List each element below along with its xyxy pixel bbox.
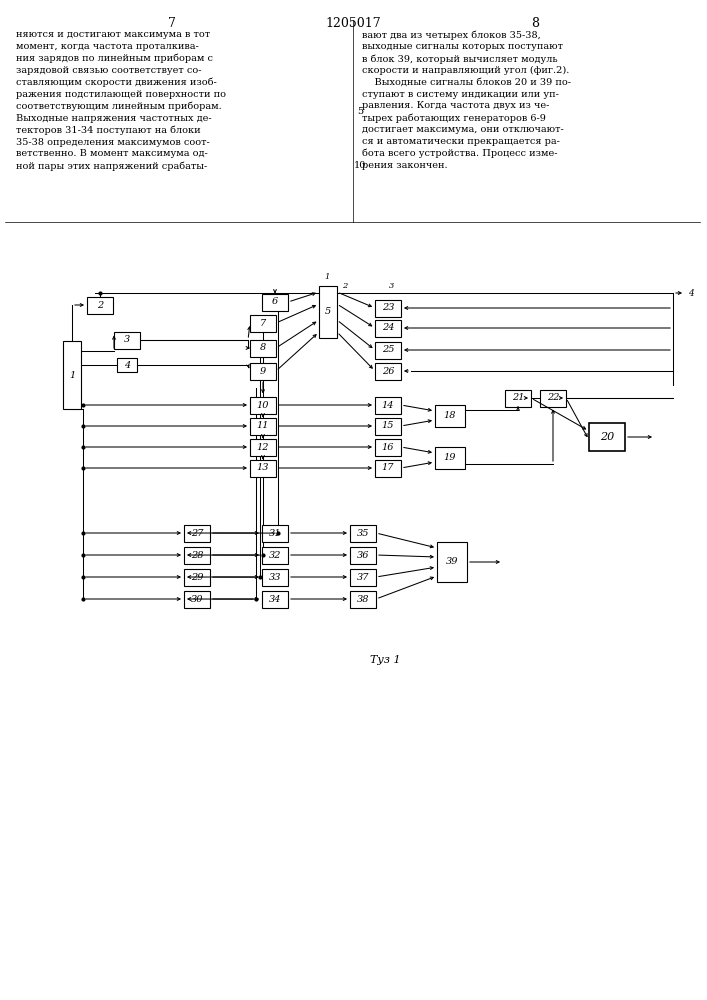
Bar	[114, 332, 140, 349]
Text: 18: 18	[444, 412, 456, 420]
Text: 4: 4	[688, 288, 694, 298]
Bar	[435, 447, 465, 469]
Bar	[250, 396, 276, 414]
Text: 11: 11	[257, 422, 269, 430]
Text: 13: 13	[257, 464, 269, 473]
Text: 1: 1	[325, 273, 329, 281]
Text: 23: 23	[382, 304, 395, 312]
Text: 22: 22	[547, 393, 559, 402]
Bar	[184, 546, 210, 564]
Text: 35: 35	[357, 528, 369, 538]
Text: 9: 9	[260, 366, 266, 375]
Text: 8: 8	[531, 17, 539, 30]
Bar	[319, 286, 337, 338]
Text: Τуз 1: Τуз 1	[370, 655, 401, 665]
Text: 3: 3	[390, 282, 395, 290]
Text: 4: 4	[124, 360, 130, 369]
Bar	[375, 342, 401, 359]
Text: вают два из четырех блоков 35-38,
выходные сигналы которых поступают
в блок 39, : вают два из четырех блоков 35-38, выходн…	[362, 30, 571, 170]
Bar	[184, 590, 210, 607]
Text: 10: 10	[257, 400, 269, 410]
Text: 8: 8	[260, 344, 266, 353]
Text: 37: 37	[357, 572, 369, 582]
Bar	[435, 405, 465, 427]
Bar	[87, 296, 113, 314]
Bar	[117, 358, 137, 372]
Bar	[262, 294, 288, 310]
Bar	[262, 568, 288, 585]
Text: 32: 32	[269, 550, 281, 560]
Text: 26: 26	[382, 366, 395, 375]
Text: 17: 17	[382, 464, 395, 473]
Bar	[262, 590, 288, 607]
Text: 12: 12	[257, 442, 269, 452]
Bar	[250, 362, 276, 379]
Text: 24: 24	[382, 324, 395, 332]
Text: 31: 31	[269, 528, 281, 538]
Bar	[375, 396, 401, 414]
Text: 3: 3	[124, 336, 130, 344]
Bar	[375, 418, 401, 434]
Bar	[350, 546, 376, 564]
Text: 21: 21	[512, 393, 525, 402]
Text: 7: 7	[168, 17, 176, 30]
Bar	[375, 460, 401, 477]
Text: 7: 7	[260, 318, 266, 328]
Bar	[437, 542, 467, 582]
Bar	[350, 590, 376, 607]
Bar	[262, 524, 288, 542]
Bar	[250, 438, 276, 456]
Bar	[250, 418, 276, 434]
Bar	[375, 300, 401, 316]
Text: 1205017: 1205017	[325, 17, 381, 30]
Text: 27: 27	[191, 528, 203, 538]
Text: 14: 14	[382, 400, 395, 410]
Text: няются и достигают максимума в тот
момент, когда частота проталкива-
ния зарядов: няются и достигают максимума в тот момен…	[16, 30, 226, 171]
Bar	[505, 389, 531, 406]
Text: 16: 16	[382, 442, 395, 452]
Text: 20: 20	[600, 432, 614, 442]
Text: 10: 10	[354, 161, 366, 170]
Text: 15: 15	[382, 422, 395, 430]
Text: 34: 34	[269, 594, 281, 603]
Bar	[63, 341, 81, 409]
Text: 29: 29	[191, 572, 203, 582]
Text: 30: 30	[191, 594, 203, 603]
Bar	[350, 524, 376, 542]
Bar	[184, 568, 210, 585]
Text: 36: 36	[357, 550, 369, 560]
Bar	[350, 568, 376, 585]
Text: 19: 19	[444, 454, 456, 462]
Text: 25: 25	[382, 346, 395, 355]
Text: 6: 6	[272, 298, 278, 306]
Bar	[375, 438, 401, 456]
Bar	[250, 340, 276, 357]
Bar	[540, 389, 566, 406]
Bar	[589, 423, 625, 451]
Text: 33: 33	[269, 572, 281, 582]
Bar	[184, 524, 210, 542]
Text: 1: 1	[69, 370, 75, 379]
Text: 5: 5	[357, 107, 363, 116]
Bar	[250, 460, 276, 477]
Bar	[250, 314, 276, 332]
Text: 2: 2	[342, 282, 348, 290]
Text: 28: 28	[191, 550, 203, 560]
Bar	[375, 362, 401, 379]
Bar	[262, 546, 288, 564]
Text: 2: 2	[97, 300, 103, 310]
Text: 38: 38	[357, 594, 369, 603]
Bar	[375, 320, 401, 336]
Text: 39: 39	[445, 558, 458, 566]
Text: 5: 5	[325, 308, 331, 316]
